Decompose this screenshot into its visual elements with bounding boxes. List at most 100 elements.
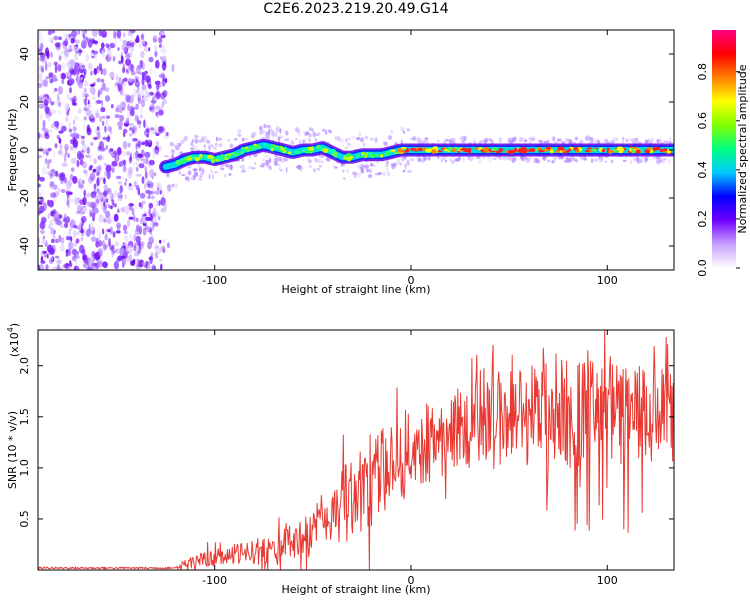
noise-dot xyxy=(98,214,103,223)
noise-dot xyxy=(123,32,125,37)
noise-dot xyxy=(65,103,70,112)
snr-x-axis-label: Height of straight line (km) xyxy=(281,583,430,596)
trace-halo-dot xyxy=(640,161,642,163)
noise-dot xyxy=(74,53,78,61)
trace-halo-dot xyxy=(370,163,373,166)
noise-dot xyxy=(95,113,99,118)
trace-halo-dot xyxy=(278,157,282,161)
noise-dot xyxy=(158,110,164,116)
colorbar-tick-label: 0.8 xyxy=(696,63,709,81)
noise-dot xyxy=(41,239,46,244)
trace-halo-dot xyxy=(473,141,477,144)
trace-halo-dot xyxy=(492,158,496,160)
noise-dot xyxy=(107,126,111,132)
noise-dot xyxy=(66,72,71,76)
noise-dot xyxy=(164,204,167,209)
noise-dot xyxy=(158,216,160,220)
noise-dot xyxy=(76,211,81,214)
trace-halo-dot xyxy=(538,139,540,142)
trace-halo-dot xyxy=(540,140,543,144)
noise-dot xyxy=(93,55,96,60)
noise-dot xyxy=(90,154,93,161)
noise-dot xyxy=(55,239,59,243)
noise-dot xyxy=(144,47,149,53)
noise-dot xyxy=(41,217,47,223)
noise-dot xyxy=(38,211,41,215)
trace-halo-dot xyxy=(660,159,662,163)
noise-dot xyxy=(90,212,96,217)
noise-dot xyxy=(107,219,110,222)
trace-halo-dot xyxy=(328,130,331,132)
noise-dot xyxy=(60,152,64,158)
noise-dot xyxy=(74,40,80,44)
trace-halo-dot xyxy=(178,171,181,175)
trace-halo-dot xyxy=(184,136,188,142)
noise-dot xyxy=(87,147,90,155)
noise-dot xyxy=(155,246,159,249)
trace-halo-dot xyxy=(385,164,389,167)
noise-dot xyxy=(129,51,133,58)
trace-core-dot xyxy=(182,159,188,161)
noise-dot xyxy=(36,184,41,187)
trace-core-dot xyxy=(303,148,308,152)
trace-halo-dot xyxy=(352,172,357,175)
noise-dot xyxy=(149,160,155,166)
noise-dot xyxy=(159,240,161,244)
noise-dot xyxy=(154,69,157,78)
noise-dot xyxy=(137,154,143,158)
noise-dot xyxy=(48,30,52,35)
trace-core-dot xyxy=(384,153,390,156)
trace-core-dot xyxy=(538,149,542,153)
noise-dot xyxy=(55,42,60,47)
noise-dot xyxy=(68,241,73,250)
noise-dot xyxy=(136,174,141,177)
trace-halo-dot xyxy=(199,140,202,143)
trace-core-dot xyxy=(349,156,353,159)
trace-halo-dot xyxy=(279,167,281,171)
trace-halo-dot xyxy=(315,138,317,141)
noise-dot xyxy=(81,237,84,242)
noise-dot xyxy=(73,103,77,106)
trace-halo-dot xyxy=(172,184,174,188)
trace-halo-dot xyxy=(528,158,531,162)
noise-dot xyxy=(40,260,45,264)
noise-dot xyxy=(48,112,52,115)
noise-dot xyxy=(145,217,151,221)
noise-dot xyxy=(108,204,110,208)
noise-dot xyxy=(121,176,123,182)
noise-dot xyxy=(127,104,130,111)
trace-halo-dot xyxy=(365,136,369,140)
noise-dot xyxy=(85,54,89,62)
noise-dot xyxy=(72,142,77,147)
colorbar-gradient xyxy=(712,30,736,268)
trace-halo-dot xyxy=(445,139,450,142)
noise-dot xyxy=(139,226,142,235)
noise-dot xyxy=(72,249,77,256)
noise-dot xyxy=(160,127,165,133)
noise-dot xyxy=(61,189,66,193)
noise-dot xyxy=(67,49,73,52)
noise-dot xyxy=(49,159,52,163)
trace-core-dot xyxy=(602,149,605,153)
noise-dot xyxy=(71,158,77,163)
noise-dot xyxy=(122,40,126,45)
noise-dot xyxy=(142,262,146,265)
trace-halo-dot xyxy=(662,158,664,161)
noise-dot xyxy=(156,106,160,110)
noise-dot xyxy=(159,74,164,78)
colorbar-tick-label: 0.0 xyxy=(696,259,709,277)
noise-dot xyxy=(112,199,115,205)
trace-core-dot xyxy=(555,150,560,153)
trace-core-dot xyxy=(587,147,592,149)
noise-dot xyxy=(129,78,134,83)
noise-dot xyxy=(50,192,56,198)
noise-dot xyxy=(163,239,165,243)
trace-core-dot xyxy=(288,151,292,154)
trace-halo-dot xyxy=(407,128,410,131)
noise-dot xyxy=(58,111,61,114)
spectrogram-y-tick-label: 20 xyxy=(18,95,31,109)
trace-core-dot xyxy=(370,155,375,158)
trace-halo-dot xyxy=(524,140,528,142)
snr-y-tick-label: 1.5 xyxy=(18,408,31,426)
noise-dot xyxy=(171,64,174,72)
